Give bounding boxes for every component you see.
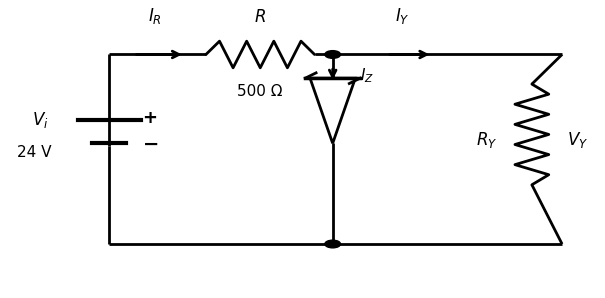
Text: $V_i$: $V_i$ [31, 110, 48, 130]
Text: $I_Y$: $I_Y$ [394, 6, 410, 26]
Circle shape [325, 240, 341, 248]
Text: $I_Z$: $I_Z$ [360, 66, 374, 85]
Text: $R_Y$: $R_Y$ [476, 130, 497, 150]
Text: +: + [143, 109, 157, 127]
Text: $I_R$: $I_R$ [148, 6, 162, 26]
Circle shape [325, 51, 341, 58]
Text: $R$: $R$ [254, 8, 266, 26]
Text: $V_Y$: $V_Y$ [566, 130, 588, 150]
Text: −: − [143, 135, 159, 154]
Text: 500 Ω: 500 Ω [238, 84, 283, 99]
Text: 24 V: 24 V [17, 145, 51, 160]
